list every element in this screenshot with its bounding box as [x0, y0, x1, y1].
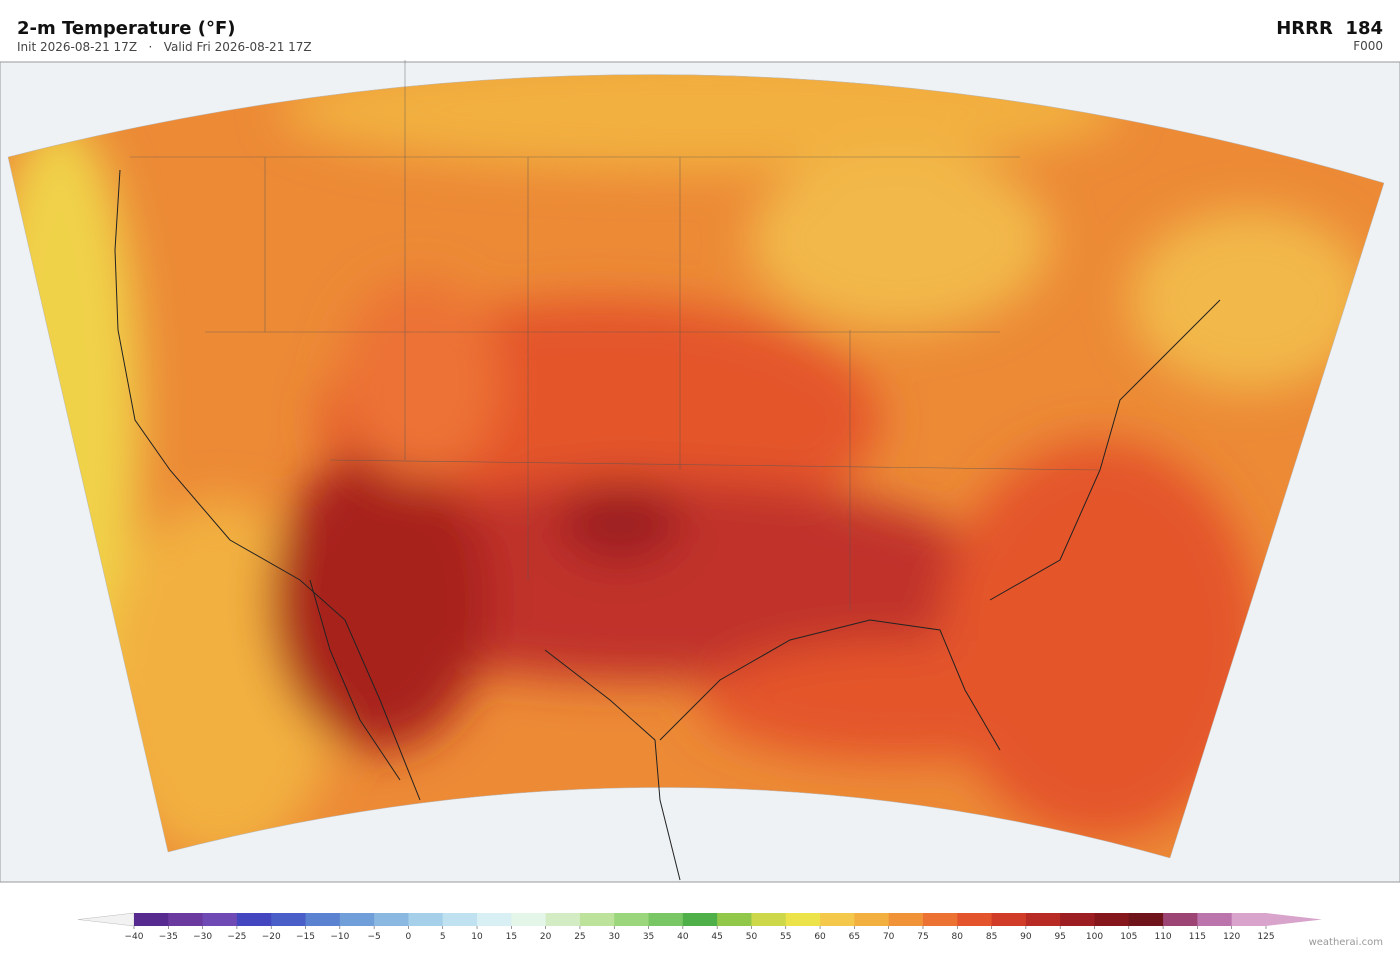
- colorbar-bin: [202, 913, 238, 926]
- colorbar-tick-label: 80: [952, 932, 964, 942]
- colorbar-tick-label: 50: [746, 932, 758, 942]
- colorbar-tick-label: −15: [296, 932, 315, 942]
- colorbar-bin: [648, 913, 684, 926]
- colorbar-bin: [1197, 913, 1233, 926]
- colorbar-tick-label: −35: [159, 932, 178, 942]
- colorbar-bin: [271, 913, 307, 926]
- colorbar-tick-label: 55: [780, 932, 791, 942]
- colorbar-tick-label: −10: [330, 932, 349, 942]
- colorbar-tick-label: 70: [883, 932, 895, 942]
- colorbar-bin: [751, 913, 787, 926]
- colorbar-tick-label: 25: [574, 932, 585, 942]
- colorbar-bin: [957, 913, 993, 926]
- colorbar-bin: [545, 913, 581, 926]
- colorbar-tick-label: 15: [506, 932, 517, 942]
- forecast-hour: F000: [1353, 39, 1383, 53]
- colorbar-bin: [236, 913, 272, 926]
- colorbar-tick-label: 85: [986, 932, 997, 942]
- colorbar-tick-label: −40: [125, 932, 144, 942]
- colorbar-bin: [168, 913, 204, 926]
- colorbar-bin: [785, 913, 821, 926]
- colorbar-tick-label: −5: [367, 932, 380, 942]
- title: 2-m Temperature (°F): [17, 18, 236, 39]
- colorbar-tick-label: 30: [609, 932, 621, 942]
- colorbar-tick-label: 115: [1189, 932, 1206, 942]
- colorbar-tick-label: 35: [643, 932, 654, 942]
- colorbar-tick-label: 40: [677, 932, 689, 942]
- colorbar-tick-label: 95: [1054, 932, 1065, 942]
- colorbar-bin: [614, 913, 650, 926]
- model: HRRR 184: [1276, 18, 1383, 39]
- colorbar-tick-label: 125: [1257, 932, 1274, 942]
- colorbar-bin: [991, 913, 1027, 926]
- colorbar-bin: [579, 913, 615, 926]
- colorbar-bin: [134, 913, 169, 926]
- colorbar-bin: [717, 913, 752, 926]
- colorbar-tick-label: −25: [227, 932, 246, 942]
- colorbar-bin: [1163, 913, 1198, 926]
- colorbar-bin: [854, 913, 890, 926]
- map: [0, 60, 1400, 883]
- colorbar-over: [1266, 913, 1322, 926]
- colorbar-tick-label: −30: [193, 932, 212, 942]
- colorbar-under: [77, 912, 135, 927]
- colorbar-bin: [477, 913, 512, 926]
- temperature-field: [8, 74, 1384, 858]
- colorbar-tick-label: −20: [262, 932, 281, 942]
- colorbar-bin: [442, 913, 478, 926]
- coastlines: [114, 169, 1221, 881]
- colorbar-bin: [1025, 913, 1061, 926]
- colorbar-tick-label: 120: [1223, 932, 1240, 942]
- subtitle: Init 2026-08-21 17Z · Valid Fri 2026-08-…: [17, 40, 312, 54]
- colorbar-bin: [922, 913, 958, 926]
- colorbar-bin: [511, 913, 547, 926]
- colorbar-tick-label: 20: [540, 932, 552, 942]
- colorbar-tick-label: 10: [471, 932, 483, 942]
- colorbar-tick-label: 5: [440, 932, 446, 942]
- colorbar-tick-label: 0: [406, 932, 412, 942]
- credit: weatherai.com: [1309, 937, 1383, 948]
- colorbar-tick-label: 90: [1020, 932, 1032, 942]
- colorbar-tick-label: 100: [1086, 932, 1103, 942]
- colorbar-tick-label: 65: [849, 932, 860, 942]
- colorbar-bin: [305, 913, 341, 926]
- colorbar-bin: [682, 913, 718, 926]
- colorbar-bin: [820, 913, 855, 926]
- colorbar: −40 −35 −30 −25 −20 −15 −10 −5 0 5 10 15 20 25 30 35 40 4…: [77, 912, 1322, 942]
- colorbar-tick-label: 75: [917, 932, 928, 942]
- colorbar-bin: [1060, 913, 1095, 926]
- colorbar-tick-label: 60: [814, 932, 826, 942]
- colorbar-bin: [1231, 913, 1267, 926]
- colorbar-tick-label: 110: [1154, 932, 1171, 942]
- colorbar-bin: [888, 913, 924, 926]
- borders: [130, 60, 1101, 610]
- colorbar-bin: [339, 913, 375, 926]
- colorbar-bin: [374, 913, 409, 926]
- colorbar-tick-label: 105: [1120, 932, 1137, 942]
- colorbar-bin: [408, 913, 444, 926]
- colorbar-tick-label: 45: [711, 932, 722, 942]
- colorbar-bin: [1094, 913, 1130, 926]
- colorbar-bin: [1128, 913, 1164, 926]
